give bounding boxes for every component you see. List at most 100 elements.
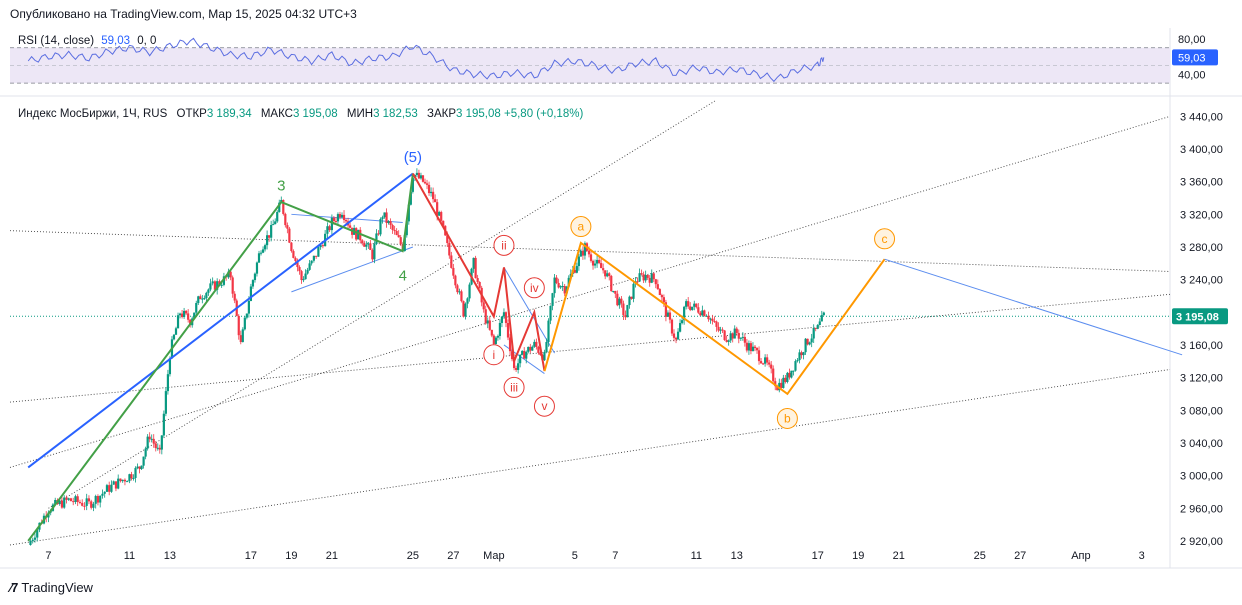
candle-body: [357, 229, 360, 240]
date-tick-label: 13: [164, 550, 176, 562]
candle-body: [294, 257, 297, 262]
wave-label-circle: [874, 228, 896, 250]
candle-body: [296, 261, 299, 268]
candle-body: [796, 360, 799, 362]
price-tick-label: 3 320,00: [1180, 209, 1223, 221]
candle-body: [197, 296, 200, 304]
rsi-legend[interactable]: RSI (14, close) 59,03 0, 0: [18, 35, 156, 47]
candle-body: [326, 226, 329, 234]
candle-body: [128, 474, 131, 482]
candle-body: [387, 221, 390, 223]
wave-label-3: 3: [277, 178, 285, 195]
wave-label-(5): (5): [404, 149, 422, 166]
candle-body: [154, 443, 157, 448]
candle-body: [786, 372, 789, 382]
candle-body: [735, 328, 738, 333]
candle-body: [822, 312, 825, 316]
candle-body: [761, 363, 765, 365]
candle-body: [432, 191, 435, 200]
candle-body: [517, 363, 520, 370]
candle-body: [425, 183, 429, 185]
candle-body: [123, 479, 127, 482]
candle-body: [685, 301, 688, 307]
candle-body: [259, 252, 263, 254]
candle-body: [377, 233, 380, 235]
candle-body: [587, 250, 591, 255]
candle-body: [119, 478, 122, 482]
candle-body: [365, 244, 368, 247]
candle-body: [595, 259, 599, 264]
candle-body: [199, 296, 202, 300]
candle-body: [707, 315, 710, 320]
candle-body: [176, 315, 180, 329]
candle-body: [389, 221, 392, 226]
candle-body: [417, 172, 421, 179]
candle-body: [573, 269, 576, 273]
price-tick-label: 3 240,00: [1180, 275, 1223, 287]
date-tick-label: 3: [1139, 550, 1145, 562]
candle-body: [551, 293, 554, 306]
candle-body: [660, 295, 663, 298]
candle-body: [766, 357, 769, 363]
candle-body: [713, 321, 716, 323]
candle-body: [369, 243, 372, 250]
candle-body: [336, 214, 340, 222]
candle-body: [788, 372, 791, 378]
candle-body: [642, 274, 645, 281]
date-tick-label: 27: [1014, 550, 1026, 562]
main-legend[interactable]: Индекс МосБиржи, 1Ч, RUS ОТКР3 189,34 МА…: [18, 108, 583, 120]
wave-label-b: b: [784, 411, 791, 425]
candle-body: [729, 333, 732, 341]
candle-body: [286, 225, 289, 229]
tradingview-logo-icon: ⁄7: [10, 580, 18, 595]
candle-body: [160, 435, 163, 450]
symbol-label[interactable]: Индекс МосБиржи, 1Ч, RUS: [18, 108, 168, 120]
candle-body: [472, 257, 475, 269]
candle-body: [205, 292, 208, 299]
change-value: +5,80 (+0,18%): [504, 108, 584, 120]
candle-body: [482, 302, 485, 310]
candle-body: [725, 340, 728, 342]
candle-body: [764, 357, 767, 364]
candle-body: [146, 436, 149, 449]
candle-body: [537, 346, 540, 353]
wave-label-4: 4: [399, 268, 407, 285]
candle-body: [539, 352, 542, 356]
candle-body: [545, 341, 548, 352]
candle-body: [108, 485, 111, 492]
candle-body: [719, 329, 722, 331]
candle-body: [792, 370, 795, 372]
candle-body: [229, 271, 232, 278]
candle-body: [249, 286, 253, 301]
price-tick-label: 3 440,00: [1180, 111, 1223, 123]
candle-body: [330, 217, 333, 231]
date-tick-label: Мар: [483, 550, 505, 562]
candle-body: [63, 497, 66, 508]
candle-body: [604, 270, 607, 277]
candle-body: [136, 466, 139, 468]
candle-body: [81, 502, 84, 506]
candle-body: [553, 277, 556, 294]
wave-label-circle: [523, 277, 545, 299]
price-tick-label: 2 920,00: [1180, 536, 1223, 548]
candle-body: [806, 338, 809, 345]
candle-body: [697, 307, 700, 313]
candle-body: [361, 240, 364, 244]
candle-body: [29, 541, 32, 545]
tradingview-footer[interactable]: ⁄7 TradingView: [10, 580, 93, 595]
candle-body: [646, 274, 649, 278]
candle-body: [338, 214, 342, 218]
wedge-line: [291, 246, 414, 293]
candle-body: [616, 293, 619, 306]
channel-line: [9, 369, 1171, 546]
candle-body: [220, 284, 223, 286]
candle-body: [711, 318, 714, 322]
candle-body: [140, 465, 143, 470]
candle-body: [593, 263, 597, 266]
candle-body: [317, 247, 320, 257]
candle-body: [768, 362, 771, 365]
candle-body: [683, 306, 686, 321]
tradingview-brand: TradingView: [21, 580, 93, 595]
candle-body: [255, 262, 259, 274]
